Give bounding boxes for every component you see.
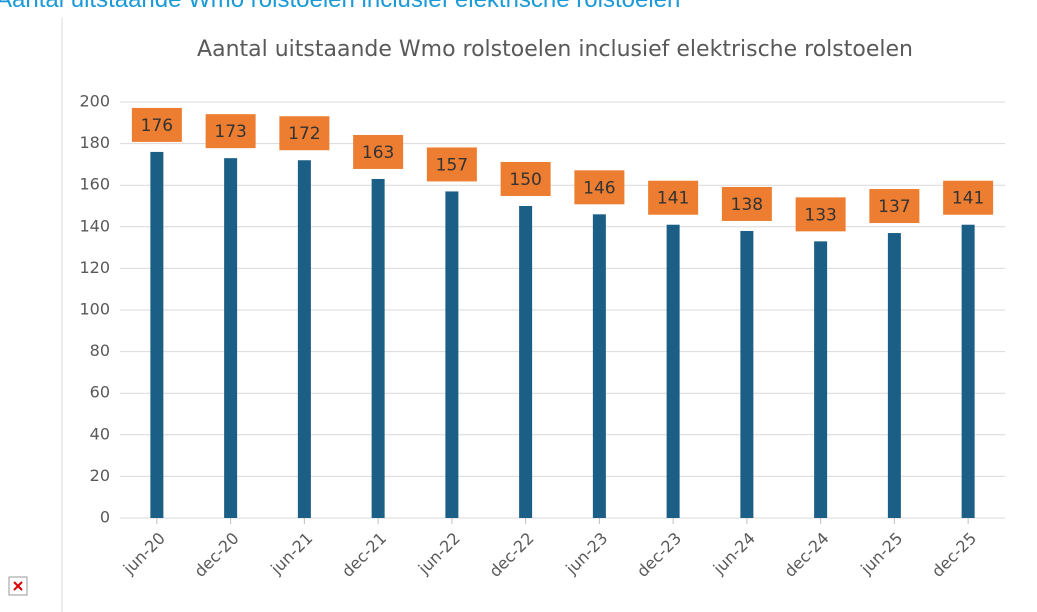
bar	[961, 224, 975, 518]
data-label-box	[795, 197, 846, 232]
x-tick-label: dec-25	[928, 529, 980, 581]
x-tick-label: dec-21	[338, 529, 390, 581]
data-label: 137	[878, 197, 910, 217]
bar	[887, 233, 901, 519]
x-tick-label: jun-24	[709, 529, 759, 579]
data-label: 141	[657, 189, 689, 209]
data-label: 133	[804, 205, 836, 225]
y-tick-label: 180	[79, 133, 110, 152]
y-tick-label: 120	[79, 258, 110, 277]
y-tick-label: 200	[79, 92, 110, 111]
data-label-box	[131, 107, 182, 142]
y-tick-label: 0	[100, 508, 110, 527]
data-label: 172	[288, 124, 320, 144]
bar	[150, 151, 164, 519]
data-label-box	[574, 170, 625, 205]
x-tick-label: dec-20	[190, 529, 242, 581]
y-tick-label: 140	[79, 216, 110, 235]
data-label-box	[721, 186, 772, 221]
bar	[814, 241, 828, 519]
y-tick-label: 160	[79, 175, 110, 194]
bar	[224, 158, 238, 518]
bar	[445, 191, 459, 518]
y-tick-label: 60	[90, 383, 110, 402]
data-label: 157	[436, 155, 468, 175]
data-label-box	[500, 162, 551, 196]
y-tick-label: 100	[79, 300, 110, 319]
bar	[592, 214, 606, 518]
data-label: 150	[509, 170, 541, 190]
x-tick-label: dec-23	[633, 529, 685, 581]
x-tick-label: jun-23	[561, 529, 611, 579]
data-label-box	[205, 114, 256, 149]
y-tick-label: 80	[90, 341, 110, 360]
y-tick-label: 20	[90, 466, 110, 485]
data-label-box	[648, 180, 699, 215]
x-tick-label: jun-21	[266, 529, 316, 579]
data-label: 173	[214, 122, 246, 142]
data-label-box	[426, 147, 477, 182]
bar	[666, 224, 680, 518]
bar	[297, 160, 311, 519]
data-label-box	[869, 189, 920, 224]
data-label: 163	[362, 143, 394, 163]
bar	[371, 178, 385, 518]
x-tick-label: jun-25	[856, 529, 906, 579]
data-label-box	[353, 134, 404, 169]
y-tick-label: 40	[90, 424, 110, 443]
broken-image-icon	[8, 576, 28, 596]
x-tick-label: dec-24	[780, 529, 832, 581]
data-label-box	[279, 116, 330, 151]
x-tick-label: jun-22	[414, 529, 464, 579]
data-label: 176	[141, 116, 173, 136]
data-label: 141	[952, 189, 984, 209]
page-heading[interactable]: Aantal uitstaande Wmo rolstoelen inclusi…	[0, 0, 680, 14]
data-label: 146	[583, 178, 615, 198]
chart-title: Aantal uitstaande Wmo rolstoelen inclusi…	[197, 37, 913, 62]
data-label: 138	[731, 195, 763, 215]
x-tick-label: dec-22	[485, 529, 537, 581]
bar	[519, 206, 533, 518]
bar	[740, 230, 754, 518]
data-label-box	[943, 180, 994, 215]
x-tick-label: jun-20	[119, 529, 169, 579]
